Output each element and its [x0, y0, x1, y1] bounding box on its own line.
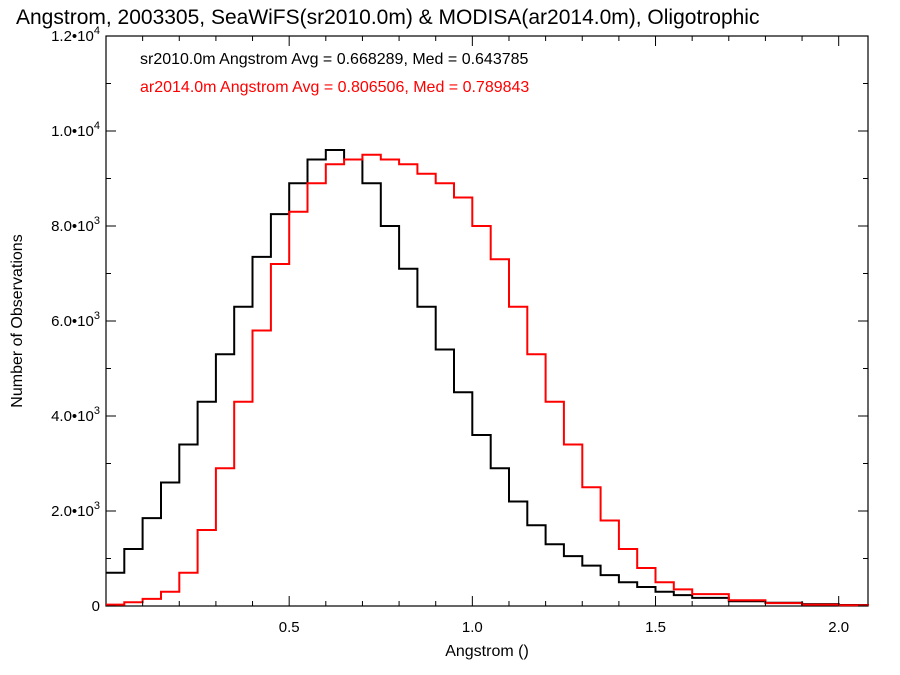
x-tick-label: 1.0	[462, 619, 483, 636]
y-tick-label: 1.2•104	[51, 25, 100, 45]
series-line-sr2010-0m	[106, 149, 869, 606]
x-tick-label: 1.5	[645, 619, 666, 636]
x-axis-label: Angstrom ()	[445, 643, 529, 660]
y-tick-label: 6.0•103	[51, 310, 100, 330]
series-layer	[106, 149, 869, 607]
x-tick-label: 2.0	[828, 619, 849, 636]
plot-frame	[105, 35, 869, 607]
ticks-layer: 0.5 1.0 1.5 2.0 0 2.0•103 4.0•103 6.0•103 8.0•10…	[51, 25, 868, 636]
chart-title: Angstrom, 2003305, SeaWiFS(sr2010.0m) & …	[16, 6, 759, 29]
y-axis-label: Number of Observations	[9, 234, 26, 407]
y-tick-label: 4.0•103	[51, 405, 100, 425]
y-tick-label: 0	[92, 598, 100, 615]
x-tick-label: 0.5	[279, 619, 300, 636]
y-tick-label: 1.0•104	[51, 120, 100, 140]
y-tick-label: 8.0•103	[51, 215, 100, 235]
y-tick-label: 2.0•103	[51, 500, 100, 520]
legend-entry-ar2014: ar2014.0m Angstrom Avg = 0.806506, Med =…	[140, 79, 529, 96]
legend-entry-sr2010: sr2010.0m Angstrom Avg = 0.668289, Med =…	[140, 51, 529, 68]
series-line-ar2014-0m	[106, 153, 869, 607]
